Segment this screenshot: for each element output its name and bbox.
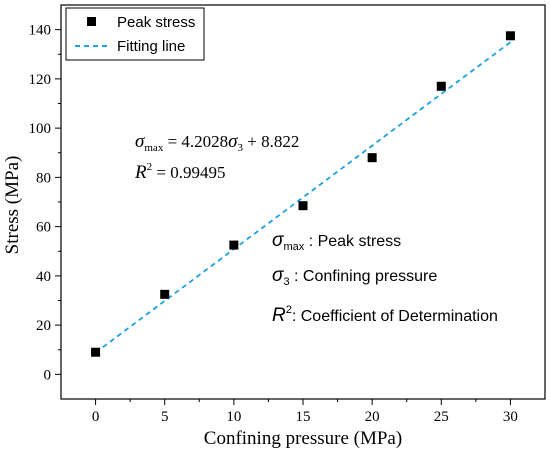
peak-stress-point (436, 81, 446, 91)
legend-label-fitting-line: Fitting line (117, 38, 185, 55)
peak-stress-points (91, 31, 515, 357)
x-tick-label: 20 (365, 409, 380, 425)
definition-sigma-3: σ3 : Confining pressure (272, 265, 437, 288)
peak-stress-point (505, 31, 515, 41)
axis-ticks: 0 5 10 15 20 25 30 0 20 40 60 80 100 120 140 (29, 23, 518, 425)
x-tick-label: 5 (161, 409, 169, 425)
x-tick-label: 10 (226, 409, 241, 425)
y-tick-label: 20 (36, 318, 51, 334)
fitting-line (95, 41, 511, 354)
y-tick-label: 0 (44, 367, 52, 383)
y-tick-label: 120 (29, 72, 52, 88)
y-tick-label: 100 (29, 121, 52, 137)
peak-stress-point (367, 153, 377, 163)
y-axis-title: Stress (MPa) (2, 156, 23, 255)
r-squared-value: R2 = 0.99495 (134, 161, 225, 183)
legend: Peak stress Fitting line (65, 7, 205, 61)
peak-stress-point (91, 347, 101, 357)
legend-box (65, 7, 205, 61)
y-tick-label: 140 (29, 23, 52, 39)
x-tick-label: 25 (434, 409, 449, 425)
definition-sigma-max: σmax : Peak stress (272, 230, 401, 253)
peak-stress-point (298, 201, 308, 211)
definition-r-squared: R2: Coefficient of Determination (272, 304, 498, 326)
peak-stress-point (229, 240, 239, 250)
y-tick-label: 60 (36, 220, 51, 236)
x-axis-title: Confining pressure (MPa) (204, 428, 402, 449)
legend-label-peak-stress: Peak stress (117, 14, 195, 31)
x-tick-label: 15 (296, 409, 311, 425)
y-tick-label: 80 (36, 170, 51, 186)
y-tick-label: 40 (36, 269, 51, 285)
x-tick-label: 30 (503, 409, 518, 425)
x-tick-label: 0 (92, 409, 100, 425)
peak-stress-point (160, 289, 170, 299)
fit-equation: σmax = 4.2028σ3 + 8.822 (135, 131, 299, 154)
fitting-line-group (95, 41, 511, 354)
legend-marker-peak-stress (87, 17, 96, 26)
